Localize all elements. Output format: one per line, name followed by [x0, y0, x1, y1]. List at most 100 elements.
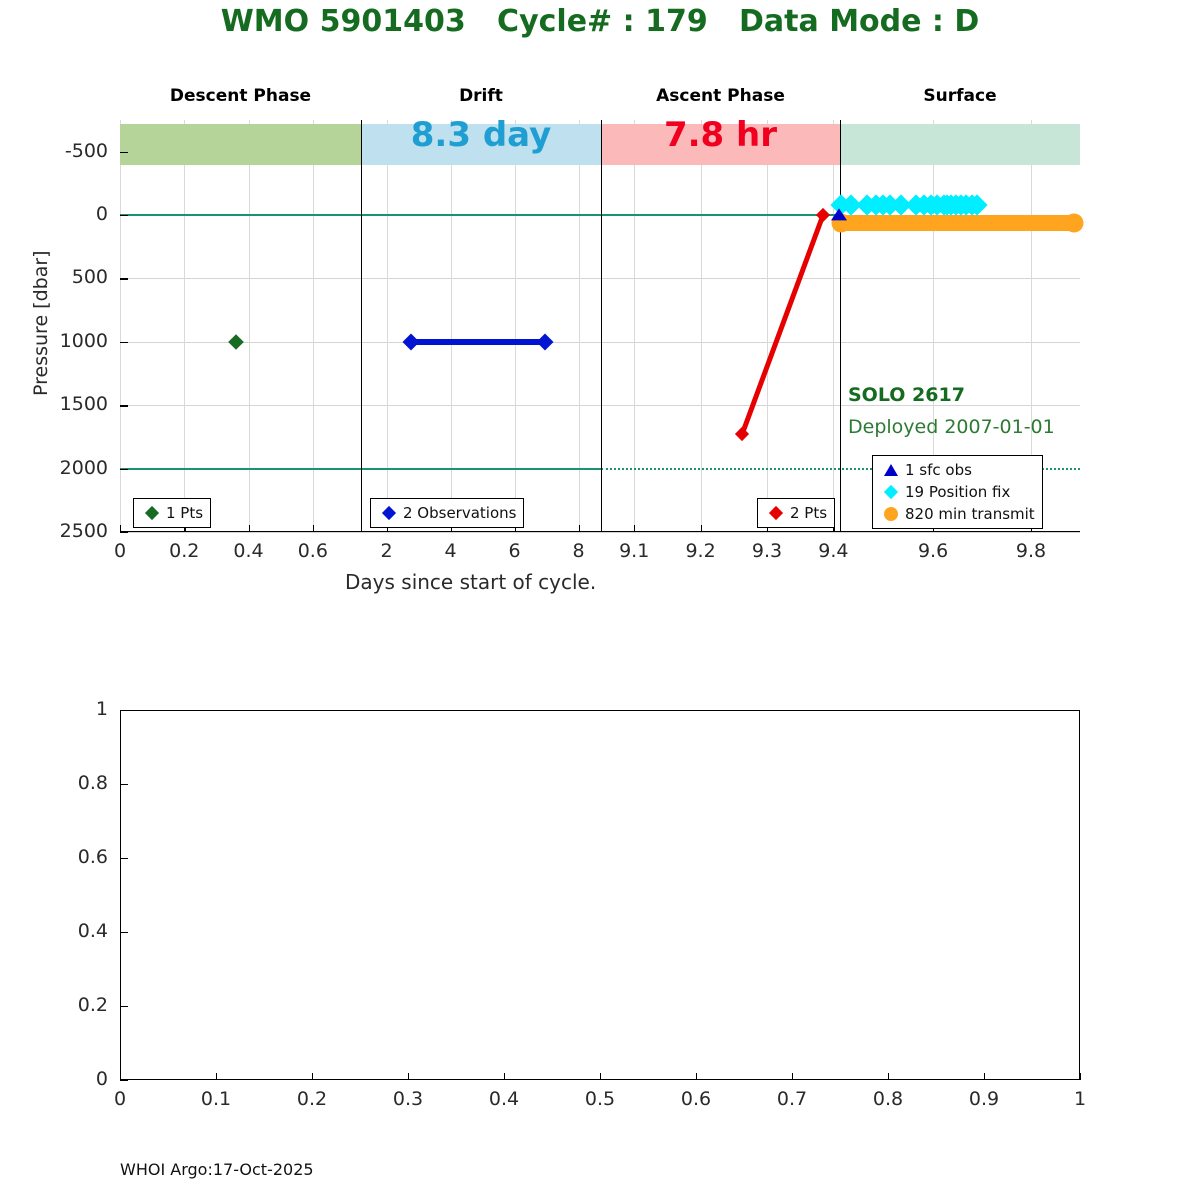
- panel-divider-2: [601, 120, 602, 532]
- x-tick-label: 8: [572, 540, 585, 562]
- deployment-date-annotation: Deployed 2007-01-01: [848, 416, 1055, 438]
- bottom-x-tick-mark: [216, 1073, 218, 1080]
- phase-band-descent-phase: [120, 124, 361, 165]
- x-gridline: [833, 120, 835, 532]
- bottom-x-tick-label: 0.8: [872, 1088, 904, 1110]
- bottom-x-tick-mark: [1080, 1073, 1082, 1080]
- y-tick-label: 0: [95, 203, 108, 226]
- bottom-x-tick-label: 1: [1073, 1088, 1087, 1110]
- bottom-x-tick-mark: [984, 1073, 986, 1080]
- legend-row: 1 sfc obs: [880, 459, 1035, 481]
- legend-label: 820 min transmit: [905, 505, 1035, 523]
- bottom-y-tick-label: 0: [95, 1068, 108, 1090]
- circle-icon: [880, 507, 902, 521]
- bottom-x-tick-mark: [792, 1073, 794, 1080]
- legend-label: 1 Pts: [166, 504, 204, 522]
- x-tick-mark: [766, 525, 769, 532]
- y-tick-mark: [120, 468, 128, 470]
- bottom-x-tick-mark: [120, 1073, 122, 1080]
- bottom-x-tick-mark: [888, 1073, 890, 1080]
- phase-duration-ascent-phase: 7.8 hr: [663, 115, 778, 155]
- bottom-x-tick-mark: [504, 1073, 506, 1080]
- diamond-icon: [141, 505, 163, 521]
- y-gridline: [120, 532, 1080, 533]
- legend-surface[interactable]: 1 sfc obs 19 Position fix 820 min transmit: [872, 455, 1043, 529]
- x-tick-label: 9.1: [619, 540, 650, 562]
- legend-row: 2 Observations: [378, 502, 516, 524]
- bottom-x-tick-label: 0.1: [200, 1088, 232, 1110]
- x-tick-label: 0.2: [169, 540, 200, 562]
- sfc-obs-marker: [831, 208, 848, 221]
- phase-duration-drift: 8.3 day: [410, 115, 552, 155]
- bottom-x-tick-mark: [600, 1073, 602, 1080]
- x-axis-label: Days since start of cycle.: [345, 570, 597, 594]
- transmit-end-marker: [1064, 213, 1084, 233]
- x-tick-mark: [312, 525, 315, 532]
- y-tick-label: 500: [71, 266, 108, 289]
- pressure-zero-line: [120, 214, 840, 217]
- bottom-y-tick-mark: [120, 1080, 128, 1082]
- bottom-x-tick-label: 0.7: [776, 1088, 808, 1110]
- x-tick-mark: [634, 525, 636, 532]
- x-tick-mark: [833, 525, 835, 532]
- y-gridline: [120, 341, 1080, 343]
- bottom-y-tick-label: 0.4: [77, 920, 108, 942]
- x-tick-label: 4: [444, 540, 457, 562]
- pressure-2000-line: [120, 467, 601, 470]
- x-tick-label: 9.8: [1015, 540, 1047, 562]
- x-gridline: [120, 120, 121, 532]
- bottom-x-tick-label: 0.4: [488, 1088, 520, 1110]
- y-gridline: [120, 405, 1080, 407]
- legend-ascent[interactable]: 2 Pts: [757, 498, 836, 528]
- x-tick-mark: [120, 525, 122, 532]
- legend-descent[interactable]: 1 Pts: [133, 498, 212, 528]
- x-gridline: [386, 120, 388, 532]
- bottom-y-tick-mark: [120, 784, 128, 786]
- x-gridline: [248, 120, 250, 532]
- bottom-y-tick-label: 0.2: [77, 994, 108, 1016]
- phase-band-ascent-phase: [601, 124, 840, 165]
- x-gridline: [578, 120, 580, 532]
- phase-band-surface: [840, 124, 1080, 165]
- bottom-x-tick-label: 0.2: [296, 1088, 328, 1110]
- phase-label-ascent-phase: Ascent Phase: [656, 86, 785, 106]
- legend-row: 820 min transmit: [880, 503, 1035, 525]
- y-tick-mark: [120, 405, 128, 407]
- bottom-x-tick-mark: [696, 1073, 698, 1080]
- legend-row: 1 Pts: [141, 502, 203, 524]
- phase-label-surface: Surface: [923, 86, 997, 106]
- panel-divider-3: [840, 120, 841, 532]
- y-tick-mark: [120, 341, 128, 344]
- x-tick-label: 9.6: [917, 540, 949, 562]
- footer-credit: WHOI Argo:17-Oct-2025: [120, 1160, 314, 1179]
- y-tick-mark: [120, 215, 128, 217]
- bottom-x-tick-label: 0.9: [968, 1088, 1000, 1110]
- x-tick-mark: [514, 525, 516, 532]
- x-tick-mark: [248, 525, 250, 532]
- legend-label: 2 Observations: [403, 504, 517, 522]
- y-gridline: [120, 278, 1080, 280]
- legend-label: 19 Position fix: [905, 483, 1011, 501]
- bottom-x-tick-label: 0.6: [680, 1088, 712, 1110]
- bottom-x-tick-label: 0.3: [392, 1088, 424, 1110]
- x-tick-mark: [578, 525, 580, 532]
- bottom-x-tick-mark: [312, 1073, 314, 1080]
- x-tick-label: 6: [508, 540, 521, 562]
- x-gridline: [766, 120, 768, 532]
- bottom-x-tick-label: 0: [113, 1088, 127, 1110]
- bottom-y-tick-mark: [120, 710, 128, 712]
- legend-label: 2 Pts: [790, 504, 828, 522]
- x-tick-label: 0: [113, 540, 127, 562]
- x-gridline: [933, 120, 935, 532]
- transmit-bar: [840, 214, 1075, 231]
- x-tick-mark: [184, 525, 186, 532]
- bottom-y-tick-mark: [120, 1006, 128, 1008]
- y-tick-mark: [120, 278, 128, 280]
- legend-drift[interactable]: 2 Observations: [370, 498, 525, 528]
- x-tick-label: 0.4: [233, 540, 264, 562]
- drift-line: [410, 338, 545, 345]
- y-tick-mark: [120, 151, 128, 153]
- y-tick-label: -500: [64, 139, 108, 162]
- phase-label-descent-phase: Descent Phase: [169, 86, 312, 106]
